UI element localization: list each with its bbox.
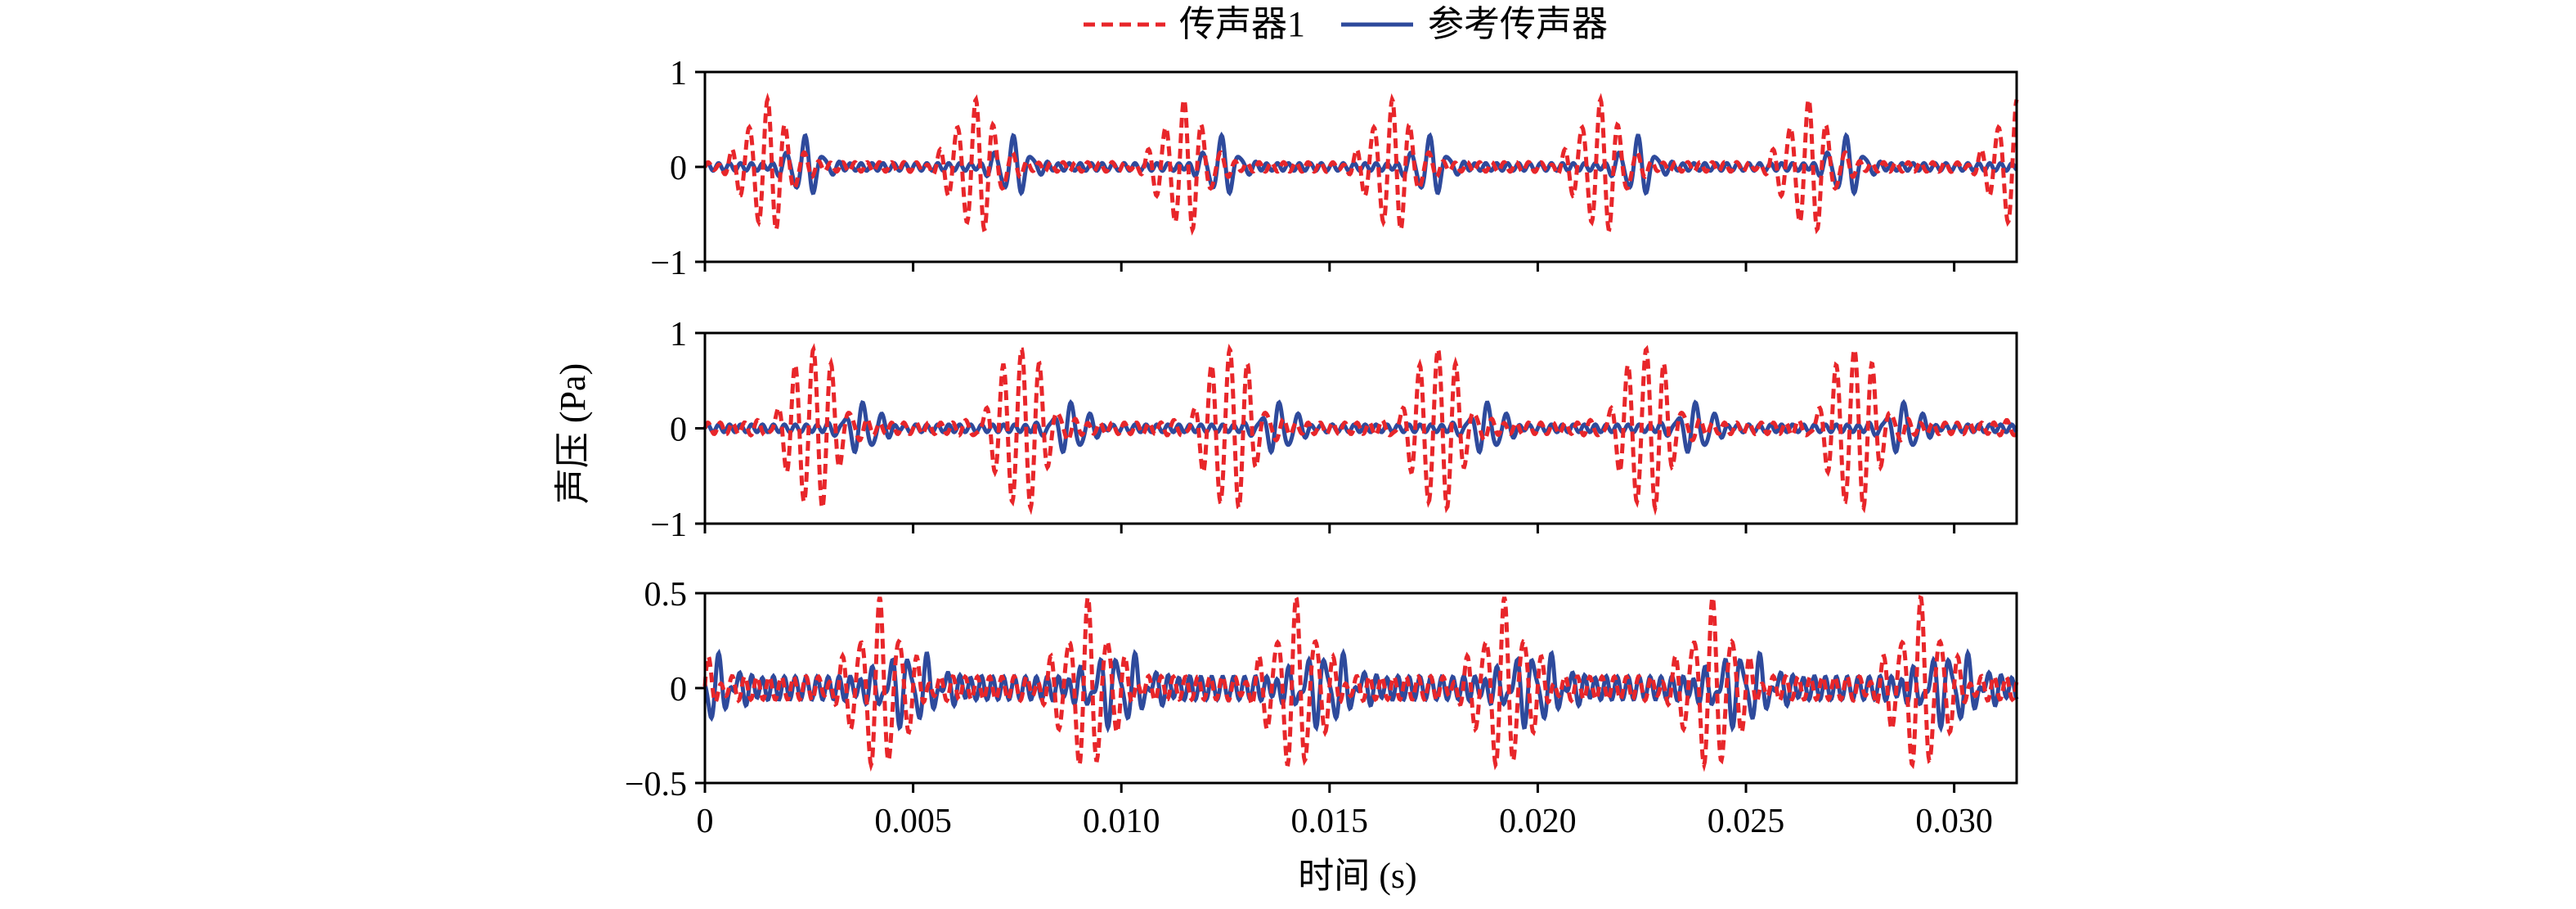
x-tick-label: 0 [697, 803, 714, 840]
legend-label-mic1: 传声器1 [1179, 4, 1305, 44]
series-line-mic1 [702, 590, 2019, 772]
x-tick-label: 0.025 [1708, 803, 1785, 840]
panel-middle: −1 0 1 [650, 316, 2018, 544]
y-tick-label: 1 [670, 316, 687, 353]
x-tick-label: 0.020 [1499, 803, 1577, 840]
panel-top: −1 0 1 [650, 55, 2019, 282]
x-tick-label: 0.005 [874, 803, 952, 840]
y-tick-label: 0 [670, 412, 687, 449]
y-tick-label: 0.5 [644, 576, 688, 614]
x-tick-label: 0.010 [1083, 803, 1160, 840]
x-axis-label: 时间 (s) [1298, 856, 1416, 896]
y-tick-label: 0 [670, 671, 687, 709]
panel-bottom: −0.5 0 0.5 0 0.005 0.010 0.015 0.020 0.025 0.030 [625, 576, 2019, 840]
y-tick-label: −1 [650, 506, 687, 544]
x-tick-label: 0.030 [1915, 803, 1993, 840]
series-line-mic1 [702, 92, 2019, 236]
y-axis-label: 声压 (Pa) [553, 363, 593, 504]
legend: 传声器1 参考传声器 [1084, 4, 1608, 44]
legend-label-reference-mic: 参考传声器 [1428, 4, 1608, 44]
y-tick-label: 1 [670, 55, 687, 92]
y-tick-label: −1 [650, 245, 687, 282]
y-tick-label: 0 [670, 150, 687, 187]
x-tick-label: 0.015 [1291, 803, 1369, 840]
y-tick-label: −0.5 [625, 766, 687, 803]
